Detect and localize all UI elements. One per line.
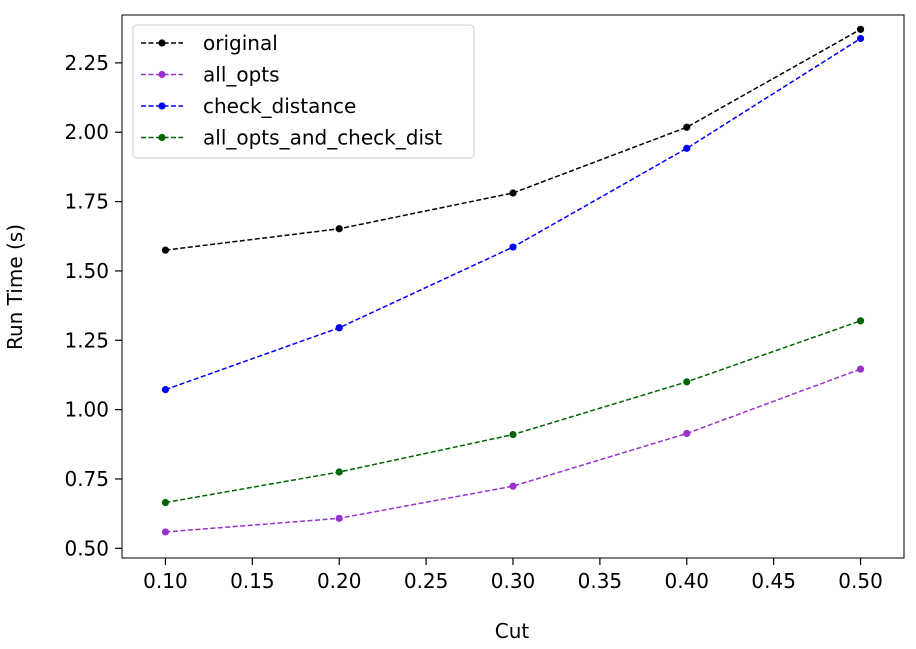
x-tick-label: 0.50	[838, 569, 883, 593]
legend-swatch-marker	[158, 70, 166, 79]
y-tick-label: 1.50	[64, 259, 109, 283]
x-axis-ticks: 0.10 0.15 0.20 0.25 0.30 0.35 0.40 0.45 0.50	[143, 558, 883, 593]
x-tick-label: 0.25	[404, 569, 449, 593]
data-point-original	[856, 25, 865, 33]
data-point-original	[161, 246, 170, 254]
data-point-all-opts	[509, 482, 517, 490]
data-point-all-opts	[856, 365, 865, 373]
series-line-all-opts	[165, 368, 861, 533]
legend-label-all-opts: all_opts	[203, 63, 280, 87]
y-tick-label: 1.25	[64, 328, 109, 352]
data-point-all-opts	[335, 514, 343, 522]
legend-swatch-marker	[158, 133, 166, 142]
data-point-all-opts-and-check-dist	[683, 378, 691, 386]
legend-label-original: original	[203, 31, 278, 55]
x-axis-label: Cut	[495, 619, 530, 643]
data-point-original	[509, 189, 517, 197]
x-tick-label: 0.10	[143, 569, 188, 593]
y-tick-label: 1.75	[64, 190, 109, 214]
y-tick-label: 1.00	[64, 398, 109, 422]
data-point-all-opts-and-check-dist	[509, 430, 517, 439]
x-tick-label: 0.30	[491, 569, 536, 593]
y-tick-label: 0.50	[64, 536, 109, 560]
x-tick-label: 0.20	[317, 569, 362, 593]
data-point-check-distance	[161, 386, 170, 394]
data-point-all-opts-and-check-dist	[161, 498, 170, 507]
y-tick-label: 0.75	[64, 467, 109, 491]
legend: original all_opts check_distance all_opts_a…	[132, 24, 475, 159]
legend-swatch-marker	[158, 102, 166, 110]
legend-label-check-distance: check_distance	[203, 94, 356, 118]
x-tick-label: 0.45	[751, 569, 796, 593]
data-point-check-distance	[856, 34, 865, 43]
x-tick-label: 0.35	[578, 569, 623, 593]
legend-box	[132, 24, 475, 159]
data-point-check-distance	[683, 144, 691, 152]
y-axis-ticks: 0.50 0.75 1.00 1.25 1.50 1.75 2.00 2.25	[64, 51, 122, 560]
x-tick-label: 0.40	[665, 569, 710, 593]
data-point-all-opts	[161, 528, 170, 536]
y-axis-label: Run Time (s)	[3, 224, 27, 350]
data-point-all-opts	[683, 429, 691, 438]
data-point-original	[683, 123, 691, 131]
y-tick-label: 2.00	[64, 120, 109, 144]
data-point-check-distance	[509, 243, 517, 251]
data-point-all-opts-and-check-dist	[856, 317, 865, 325]
legend-label-all-opts-and-check-dist: all_opts_and_check_dist	[203, 126, 442, 150]
x-tick-label: 0.15	[230, 569, 275, 593]
y-tick-label: 2.25	[64, 51, 109, 75]
data-point-all-opts-and-check-dist	[335, 468, 343, 476]
data-point-check-distance	[335, 324, 343, 332]
legend-swatch-marker	[158, 39, 166, 47]
data-point-original	[335, 225, 343, 233]
series-layer	[161, 25, 865, 536]
